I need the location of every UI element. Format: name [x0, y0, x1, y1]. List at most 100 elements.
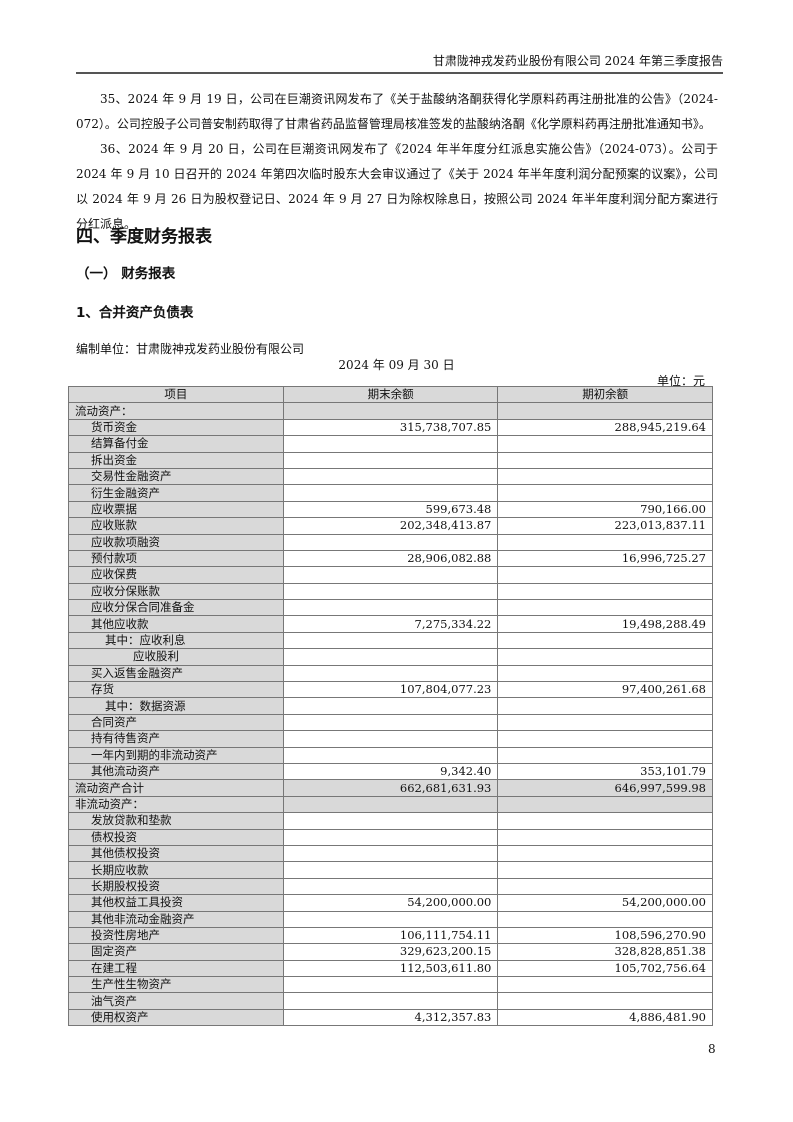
- page-number: 8: [708, 1042, 716, 1056]
- end-balance-cell: [282, 631, 499, 650]
- column-header-item: 项目: [68, 385, 284, 404]
- begin-balance-cell: [497, 812, 713, 830]
- row-label: 生产性生物资产: [68, 976, 284, 994]
- statement-date: 2024 年 09 月 30 日: [338, 358, 455, 372]
- row-label: 其他应收款: [68, 615, 284, 633]
- table-row: 投资性房地产 106,111,754.11 108,596,270.90: [68, 926, 713, 945]
- begin-balance-cell: 16,996,725.27: [497, 549, 713, 568]
- row-label: 流动资产：: [68, 402, 284, 420]
- begin-balance-cell: 54,200,000.00: [497, 894, 713, 912]
- row-label: 其他非流动金融资产: [68, 910, 284, 928]
- report-header-title: 甘肃陇神戎发药业股份有限公司 2024 年第三季度报告: [432, 54, 723, 68]
- table-row: 使用权资产 4,312,357.83 4,886,481.90: [68, 1008, 713, 1027]
- begin-balance-cell: [497, 582, 713, 601]
- row-label: 流动资产合计: [68, 779, 284, 797]
- section-heading: 四、季度财务报表: [76, 227, 212, 247]
- statement-heading: 1、合并资产负债表: [76, 305, 194, 321]
- table-row: 生产性生物资产: [68, 976, 713, 994]
- end-balance-cell: [282, 877, 499, 896]
- end-balance-cell: [282, 582, 499, 601]
- table-row: 流动资产：: [68, 402, 713, 420]
- table-row: 应收分保账款: [68, 582, 713, 601]
- end-balance-cell: [282, 844, 499, 863]
- table-header-row: 项目 期末余额 期初余额: [68, 385, 713, 404]
- row-label: 衍生金融资产: [68, 484, 284, 502]
- row-label: 其中：应收利息: [68, 631, 284, 650]
- row-label: 长期应收款: [68, 861, 284, 879]
- table-row: 其他流动资产 9,342.40 353,101.79: [68, 762, 713, 781]
- row-label: 应收票据: [68, 500, 284, 519]
- end-balance-cell: 599,673.48: [282, 500, 499, 519]
- table-row: 预付款项 28,906,082.88 16,996,725.27: [68, 549, 713, 568]
- end-balance-cell: 28,906,082.88: [282, 549, 499, 568]
- begin-balance-cell: [497, 992, 713, 1010]
- begin-balance-cell: [497, 435, 713, 453]
- row-label: 预付款项: [68, 549, 284, 568]
- begin-balance-cell: [497, 746, 713, 764]
- end-balance-cell: [282, 451, 499, 469]
- begin-balance-cell: [497, 910, 713, 928]
- table-row: 其他债权投资: [68, 844, 713, 863]
- row-label: 应收保费: [68, 566, 284, 584]
- row-label: 应收股利: [68, 648, 284, 666]
- row-label: 买入返售金融资产: [68, 664, 284, 683]
- table-row: 债权投资: [68, 828, 713, 846]
- balance-sheet-table: 项目 期末余额 期初余额 流动资产： 货币资金 315,738,707.85 288,…: [68, 385, 713, 1027]
- begin-balance-cell: [497, 533, 713, 551]
- row-label: 在建工程: [68, 959, 284, 978]
- table-row: 其中：数据资源: [68, 697, 713, 715]
- end-balance-cell: 329,623,200.15: [282, 943, 499, 961]
- table-row: 流动资产合计 662,681,631.93 646,997,599.98: [68, 779, 713, 797]
- begin-balance-cell: [497, 631, 713, 650]
- table-row: 一年内到期的非流动资产: [68, 746, 713, 764]
- header-divider: [76, 72, 723, 74]
- begin-balance-cell: [497, 828, 713, 846]
- begin-balance-cell: 288,945,219.64: [497, 418, 713, 437]
- table-row: 在建工程 112,503,611.80 105,702,756.64: [68, 959, 713, 978]
- table-row: 拆出资金: [68, 451, 713, 469]
- table-row: 买入返售金融资产: [68, 664, 713, 683]
- end-balance-cell: [282, 861, 499, 879]
- begin-balance-cell: 223,013,837.11: [497, 517, 713, 535]
- row-label: 使用权资产: [68, 1008, 284, 1027]
- end-balance-cell: 112,503,611.80: [282, 959, 499, 978]
- begin-balance-cell: [497, 402, 713, 420]
- begin-balance-cell: 328,828,851.38: [497, 943, 713, 961]
- table-row: 持有待售资产: [68, 730, 713, 748]
- row-label: 其中：数据资源: [68, 697, 284, 715]
- table-row: 应收款项融资: [68, 533, 713, 551]
- end-balance-cell: 9,342.40: [282, 762, 499, 781]
- row-label: 债权投资: [68, 828, 284, 846]
- end-balance-cell: 4,312,357.83: [282, 1008, 499, 1027]
- table-row: 合同资产: [68, 713, 713, 732]
- end-balance-cell: [282, 713, 499, 732]
- table-row: 衍生金融资产: [68, 484, 713, 502]
- row-label: 一年内到期的非流动资产: [68, 746, 284, 764]
- begin-balance-cell: [497, 451, 713, 469]
- begin-balance-cell: [497, 844, 713, 863]
- row-label: 应收账款: [68, 517, 284, 535]
- row-label: 油气资产: [68, 992, 284, 1010]
- begin-balance-cell: [497, 861, 713, 879]
- end-balance-cell: 106,111,754.11: [282, 926, 499, 945]
- end-balance-cell: [282, 992, 499, 1010]
- row-label: 货币资金: [68, 418, 284, 437]
- begin-balance-cell: [497, 877, 713, 896]
- table-row: 其他非流动金融资产: [68, 910, 713, 928]
- end-balance-cell: [282, 566, 499, 584]
- begin-balance-cell: [497, 648, 713, 666]
- paragraph-35: 35、2024 年 9 月 19 日，公司在巨潮资讯网发布了《关于盐酸纳洛酮获得…: [76, 92, 718, 131]
- end-balance-cell: 315,738,707.85: [282, 418, 499, 437]
- row-label: 持有待售资产: [68, 730, 284, 748]
- row-label: 固定资产: [68, 943, 284, 961]
- row-label: 长期股权投资: [68, 877, 284, 896]
- end-balance-cell: 662,681,631.93: [282, 779, 499, 797]
- begin-balance-cell: [497, 664, 713, 683]
- table-row: 其中：应收利息: [68, 631, 713, 650]
- row-label: 其他流动资产: [68, 762, 284, 781]
- row-label: 结算备付金: [68, 435, 284, 453]
- end-balance-cell: [282, 910, 499, 928]
- subsection-heading: （一） 财务报表: [76, 266, 176, 282]
- begin-balance-cell: [497, 566, 713, 584]
- begin-balance-cell: [497, 484, 713, 502]
